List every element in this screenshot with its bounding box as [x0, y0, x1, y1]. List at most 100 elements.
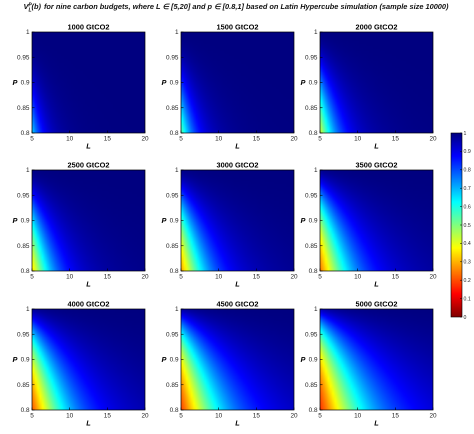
y-tick-label: 0.8: [21, 407, 30, 414]
colorbar-tick-label: 0.6: [464, 204, 471, 210]
y-tick-label: 0.8: [170, 407, 179, 414]
y-tick-label: 1: [175, 306, 179, 313]
y-tick-label: 0.9: [21, 218, 30, 225]
x-tick-label: 10: [215, 274, 223, 281]
colorbar-tick-label: 0.1: [464, 296, 471, 302]
colorbar-tick-label: 0.2: [464, 278, 471, 284]
panel-title: 1500 GtCO2: [217, 23, 259, 32]
y-tick-label: 0.95: [166, 54, 179, 61]
heatmap-image: [32, 170, 145, 271]
y-tick-label: 0.9: [21, 80, 30, 87]
y-tick-label: 0.95: [166, 331, 179, 338]
y-tick-label: 0.95: [17, 331, 30, 338]
y-tick-label: 1: [175, 29, 179, 36]
y-tick-label: 0.85: [17, 382, 30, 389]
y-axis-label: P: [162, 78, 167, 87]
colorbar-gradient: [451, 133, 462, 317]
y-tick-label: 0.8: [170, 268, 179, 275]
y-tick-label: 0.8: [21, 268, 30, 275]
y-tick-label: 0.85: [166, 243, 179, 250]
y-tick-label: 0.95: [166, 192, 179, 199]
y-tick-label: 1: [314, 167, 318, 174]
y-tick-label: 0.85: [166, 382, 179, 389]
panel-4000: 4000 GtCO2 5 10 15 20 0.8 0.85 0.9 0.95 1 L P: [13, 300, 149, 428]
x-tick-label: 20: [290, 136, 298, 143]
y-tick-label: 0.8: [21, 130, 30, 137]
heatmap-image: [32, 32, 145, 133]
colorbar-tick-label: 0.4: [464, 241, 471, 247]
heatmap-image: [320, 309, 433, 410]
y-axis-label: P: [13, 216, 18, 225]
y-tick-label: 1: [175, 167, 179, 174]
x-axis-label: L: [86, 280, 91, 289]
x-tick-label: 5: [318, 413, 322, 420]
y-tick-label: 0.95: [17, 192, 30, 199]
x-axis-label: L: [374, 419, 379, 428]
y-axis-label: P: [162, 216, 167, 225]
colorbar-tick-label: 0.7: [464, 186, 471, 192]
colorbar-tick-label: 0.5: [464, 223, 471, 229]
x-tick-label: 15: [104, 274, 112, 281]
y-tick-label: 0.85: [166, 105, 179, 112]
colorbar-tick-label: 0.8: [464, 168, 471, 174]
y-tick-label: 1: [26, 306, 30, 313]
x-tick-label: 15: [104, 136, 112, 143]
y-tick-label: 0.95: [305, 331, 318, 338]
panel-2000: 2000 GtCO2 5 10 15 20 0.8 0.85 0.9 0.95 1 L P: [301, 23, 437, 151]
x-tick-label: 5: [179, 136, 183, 143]
y-tick-label: 0.8: [309, 268, 318, 275]
panel-4500: 4500 GtCO2 5 10 15 20 0.8 0.85 0.9 0.95 1 L P: [162, 300, 298, 428]
x-tick-label: 15: [253, 274, 261, 281]
x-tick-label: 10: [215, 136, 223, 143]
x-axis-label: L: [86, 142, 91, 151]
y-axis-label: P: [162, 355, 167, 364]
y-tick-label: 0.8: [170, 130, 179, 137]
y-tick-label: 0.8: [309, 130, 318, 137]
figure-title: VP L(b) for nine carbon budgets, where L ∈…: [23, 2, 449, 13]
heatmap-image: [181, 32, 294, 133]
y-tick-label: 0.95: [17, 54, 30, 61]
x-tick-label: 5: [179, 413, 183, 420]
x-tick-label: 20: [141, 413, 149, 420]
y-tick-label: 0.85: [305, 382, 318, 389]
y-tick-label: 0.9: [21, 357, 30, 364]
panel-title: 3000 GtCO2: [217, 161, 259, 170]
x-tick-label: 5: [318, 136, 322, 143]
y-tick-label: 0.85: [305, 243, 318, 250]
x-axis-label: L: [235, 419, 240, 428]
y-tick-label: 0.9: [309, 80, 318, 87]
panel-2500: 2500 GtCO2 5 10 15 20 0.8 0.85 0.9 0.95 1 L P: [13, 161, 149, 289]
y-axis-label: P: [13, 78, 18, 87]
panel-1000: 1000 GtCO2 5 10 15 20 0.8 0.85 0.9 0.95 1 L P: [13, 23, 149, 151]
y-tick-label: 0.9: [170, 80, 179, 87]
colorbar-tick-label: 0.3: [464, 260, 471, 266]
x-tick-label: 10: [215, 413, 223, 420]
x-tick-label: 15: [392, 274, 400, 281]
y-tick-label: 1: [26, 167, 30, 174]
y-tick-label: 0.9: [309, 357, 318, 364]
x-tick-label: 20: [290, 413, 298, 420]
y-tick-label: 0.9: [170, 357, 179, 364]
colorbar-tick-label: 0.9: [464, 149, 471, 155]
panel-5000: 5000 GtCO2 5 10 15 20 0.8 0.85 0.9 0.95 1 L P: [301, 300, 437, 428]
panel-title: 1000 GtCO2: [68, 23, 110, 32]
y-tick-label: 0.85: [305, 105, 318, 112]
x-tick-label: 20: [429, 413, 437, 420]
x-tick-label: 5: [30, 136, 34, 143]
x-axis-label: L: [86, 419, 91, 428]
x-tick-label: 5: [30, 274, 34, 281]
x-tick-label: 20: [429, 136, 437, 143]
y-tick-label: 0.9: [170, 218, 179, 225]
y-axis-label: P: [301, 78, 306, 87]
panel-3500: 3500 GtCO2 5 10 15 20 0.8 0.85 0.9 0.95 1 L P: [301, 161, 437, 289]
colorbar-tick-label: 0: [464, 315, 467, 321]
y-axis-label: P: [301, 216, 306, 225]
y-tick-label: 0.95: [305, 54, 318, 61]
x-tick-label: 20: [290, 274, 298, 281]
panel-title: 5000 GtCO2: [356, 300, 398, 309]
y-tick-label: 1: [314, 29, 318, 36]
y-tick-label: 0.85: [17, 105, 30, 112]
x-axis-label: L: [235, 142, 240, 151]
heatmap-image: [320, 170, 433, 271]
